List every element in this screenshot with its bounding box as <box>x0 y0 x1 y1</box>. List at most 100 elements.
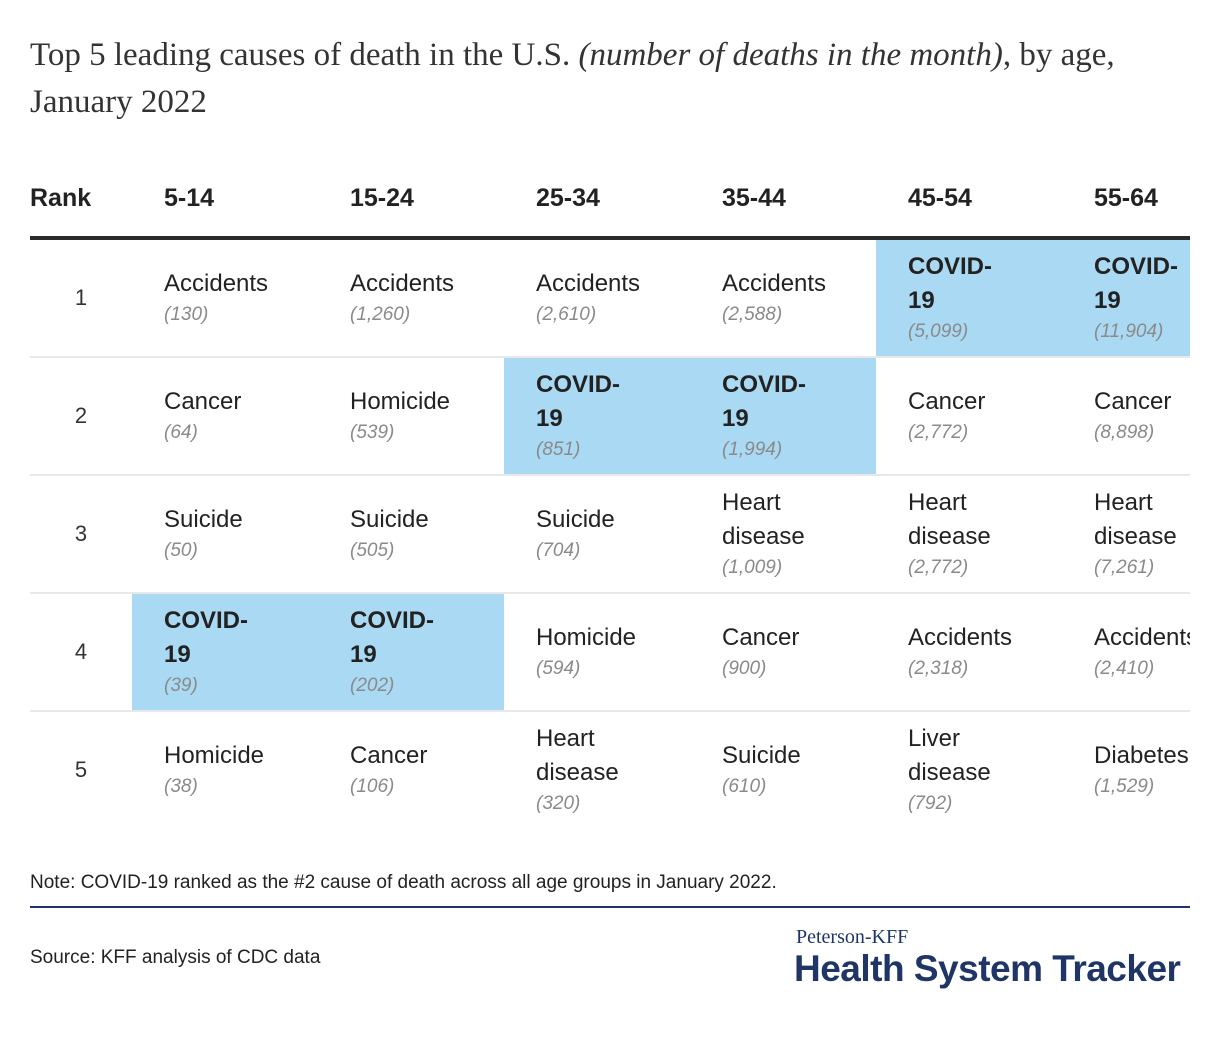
header-age-5-14: 5-14 <box>164 184 215 212</box>
death-count: (202) <box>350 675 395 696</box>
cause-label: Accidents <box>1094 624 1190 651</box>
cause-label: Cancer <box>908 388 986 415</box>
table-cell: Suicide (50) <box>132 476 318 592</box>
header-age-35-44: 35-44 <box>722 184 786 212</box>
death-count: (7,261) <box>1094 557 1155 578</box>
cause-label: Accidents <box>350 270 455 297</box>
cause-label: Cancer <box>1094 388 1172 415</box>
note: Note: COVID-19 ranked as the #2 cause of… <box>30 872 777 893</box>
death-count: (8,898) <box>1094 422 1155 443</box>
cause-label: COVID-19 <box>722 371 806 432</box>
cause-label: COVID-19 <box>1094 253 1178 314</box>
table-cell: Suicide (704) <box>504 476 690 592</box>
cause-label: Suicide <box>722 742 801 769</box>
cause-label: COVID-19 <box>908 253 992 314</box>
title-italic: (number of deaths in the month) <box>578 37 1003 73</box>
cause-label: Homicide <box>536 624 637 651</box>
footer-rule <box>30 906 1190 908</box>
row-separator <box>30 710 1190 712</box>
table-cell: COVID-19 (1,994) <box>690 358 876 474</box>
death-count: (505) <box>350 540 395 561</box>
death-count: (106) <box>350 776 395 797</box>
cause-label: Suicide <box>164 506 243 533</box>
death-count: (2,588) <box>722 304 783 325</box>
rank-label: 5 <box>74 757 88 782</box>
rank-label: 3 <box>74 521 88 546</box>
cause-label: Diabetes <box>1094 742 1189 769</box>
cause-label: Accidents <box>722 270 827 297</box>
title-main: Top 5 leading causes of death in the U.S… <box>30 37 579 73</box>
rank-label: 4 <box>74 639 88 664</box>
death-count: (38) <box>164 776 198 797</box>
death-count: (11,904) <box>1094 321 1164 342</box>
row-separator <box>30 474 1190 476</box>
death-count: (1,260) <box>350 304 411 325</box>
cause-label: Liver disease <box>908 725 991 786</box>
cause-label: Heart disease <box>1094 489 1177 550</box>
cause-label: Accidents <box>164 270 269 297</box>
death-count: (2,772) <box>908 557 969 578</box>
cause-label: Homicide <box>164 742 265 769</box>
chart-title: Top 5 leading causes of death in the U.S… <box>30 32 1150 126</box>
header-age-25-34: 25-34 <box>536 184 600 212</box>
cause-label: Homicide <box>350 388 451 415</box>
death-count: (2,772) <box>908 422 969 443</box>
death-count: (851) <box>536 439 581 460</box>
row-separator <box>30 592 1190 594</box>
header-rule <box>30 236 1190 240</box>
cause-label: COVID-19 <box>350 607 434 668</box>
table-cell: Cancer (8,898) <box>1062 358 1190 474</box>
table-cell: Suicide (505) <box>318 476 504 592</box>
table-cell: COVID-19 (39) <box>132 594 318 710</box>
logo-health-system-tracker: Health System Tracker <box>794 948 1181 989</box>
death-count: (5,099) <box>908 321 969 342</box>
table-cell: Accidents (1,260) <box>318 240 504 356</box>
table-cell: Heart disease (1,009) <box>690 476 876 592</box>
table-cell: Homicide (594) <box>504 594 690 710</box>
cause-label: Cancer <box>164 388 242 415</box>
death-count: (594) <box>536 658 581 679</box>
rank-label: 2 <box>74 403 88 428</box>
cause-label: Suicide <box>536 506 615 533</box>
source: Source: KFF analysis of CDC data <box>30 947 321 968</box>
table-cell: Accidents (2,410) <box>1062 594 1190 710</box>
table-cell: Cancer (64) <box>132 358 318 474</box>
table-cell: COVID-19 (11,904) <box>1062 240 1190 356</box>
table-cell: Cancer (106) <box>318 712 504 828</box>
cause-label: COVID-19 <box>536 371 620 432</box>
cause-label: COVID-19 <box>164 607 248 668</box>
header-age-55-64: 55-64 <box>1094 184 1158 212</box>
death-count: (1,529) <box>1094 776 1155 797</box>
table-cell: Heart disease (7,261) <box>1062 476 1190 592</box>
cause-label: Suicide <box>350 506 429 533</box>
death-count: (1,994) <box>722 439 783 460</box>
header-rank: Rank <box>30 184 92 212</box>
title-rest: , by age, January 2022 <box>30 37 1115 120</box>
cause-label: Cancer <box>722 624 800 651</box>
death-count: (64) <box>164 422 198 443</box>
table-cell: Accidents (130) <box>132 240 318 356</box>
table-cell: Homicide (38) <box>132 712 318 828</box>
table-cell: Cancer (2,772) <box>876 358 1062 474</box>
header-age-45-54: 45-54 <box>908 184 972 212</box>
table-cell: Liver disease (792) <box>876 712 1062 828</box>
causes-table: Rank 5-14 15-24 25-34 35-44 45-54 55-64 Acciden… <box>30 170 1190 830</box>
cause-label: Accidents <box>536 270 641 297</box>
header-age-15-24: 15-24 <box>350 184 414 212</box>
table-cell: Diabetes (1,529) <box>1062 712 1190 828</box>
row-separator <box>30 356 1190 358</box>
death-count: (539) <box>350 422 395 443</box>
death-count: (39) <box>164 675 198 696</box>
table-cell: Accidents (2,610) <box>504 240 690 356</box>
death-count: (704) <box>536 540 581 561</box>
table-cell: Suicide (610) <box>690 712 876 828</box>
table-cell: Cancer (900) <box>690 594 876 710</box>
table-cell: Homicide (539) <box>318 358 504 474</box>
cause-label: Heart disease <box>722 489 805 550</box>
death-count: (2,410) <box>1094 658 1155 679</box>
table-cell: COVID-19 (5,099) <box>876 240 1062 356</box>
death-count: (2,318) <box>908 658 969 679</box>
rank-label: 1 <box>74 285 88 310</box>
table-cell: Heart disease (2,772) <box>876 476 1062 592</box>
table-cell: COVID-19 (202) <box>318 594 504 710</box>
